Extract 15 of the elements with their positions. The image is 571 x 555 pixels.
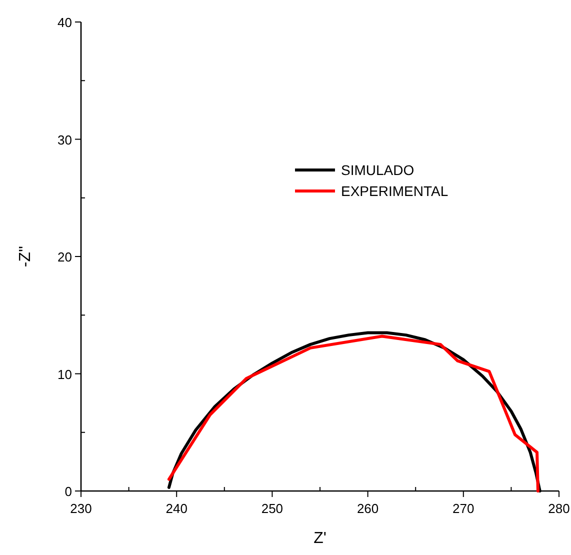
- x-tick-label: 260: [356, 501, 379, 516]
- legend-label: SIMULADO: [341, 162, 414, 178]
- y-tick-label: 30: [58, 132, 72, 148]
- y-tick-label: 10: [58, 366, 72, 382]
- x-tick-label: 240: [166, 501, 188, 516]
- x-tick-label: 280: [548, 501, 570, 516]
- x-tick-label: 250: [261, 501, 284, 516]
- legend-label: EXPERIMENTAL: [341, 183, 448, 199]
- x-axis-title: Z': [314, 530, 326, 547]
- x-tick-label: 270: [452, 501, 474, 516]
- y-axis-title: -Z'': [17, 246, 34, 268]
- y-tick-label: 0: [64, 484, 72, 499]
- x-tick-label: 230: [70, 501, 92, 516]
- y-tick-label: 20: [58, 250, 72, 264]
- y-tick-label: 40: [58, 15, 72, 30]
